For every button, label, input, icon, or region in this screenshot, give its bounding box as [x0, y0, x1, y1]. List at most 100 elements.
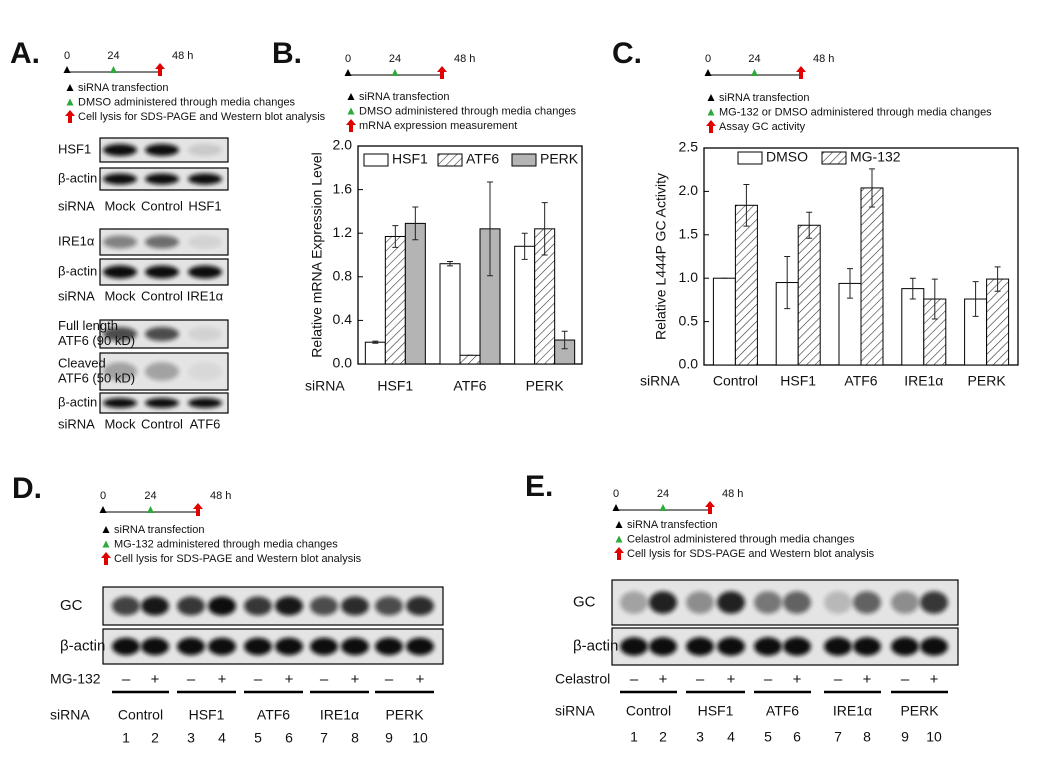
y-tick-label: 2.0 — [679, 182, 699, 198]
error-bar — [743, 183, 750, 227]
blot-label: ATF6 (50 kD) — [58, 370, 135, 385]
marker — [705, 501, 715, 514]
blot-label: GC — [60, 597, 83, 614]
band — [103, 265, 137, 279]
step-text: siRNA transfection — [627, 519, 717, 531]
timeline-label: 0 — [613, 488, 619, 500]
sirna-label: siRNA — [58, 416, 95, 431]
y-tick-label: 1.2 — [333, 224, 353, 240]
error-bar — [994, 266, 1001, 292]
bar — [860, 187, 884, 366]
blot-label: Full length — [58, 318, 118, 333]
band — [145, 144, 179, 156]
y-tick-label: 2.5 — [679, 139, 699, 155]
error-bar — [561, 330, 568, 350]
blot-label: β-actin — [573, 637, 618, 654]
band — [103, 327, 137, 341]
marker — [66, 84, 74, 91]
marker — [437, 66, 447, 79]
band — [145, 362, 179, 381]
band — [783, 591, 811, 614]
band — [208, 596, 236, 616]
marker — [102, 526, 110, 533]
marker — [147, 506, 154, 513]
band — [188, 398, 222, 408]
lane-number: 7 — [320, 730, 328, 746]
treatment-sign: – — [834, 671, 843, 688]
lane-number: 1 — [630, 729, 638, 745]
lane-number: 3 — [187, 730, 195, 746]
lane-label: Mock — [104, 198, 136, 213]
band — [177, 596, 205, 616]
step-text: Assay GC activity — [719, 121, 806, 133]
error-bar — [412, 206, 419, 241]
lane-label: Control — [141, 288, 183, 303]
marker — [347, 93, 355, 100]
lane-number: 5 — [764, 729, 772, 745]
band — [649, 637, 677, 656]
y-tick-label: 0.0 — [333, 355, 353, 371]
step-text: mRNA expression measurement — [359, 120, 517, 132]
timeline-label: 48 h — [813, 53, 834, 65]
group-label: ATF6 — [257, 707, 290, 723]
marker — [110, 66, 117, 73]
timeline-label: 48 h — [722, 488, 743, 500]
step-text: Cell lysis for SDS-PAGE and Western blot… — [78, 111, 326, 123]
timeline-label: 24 — [389, 53, 401, 65]
step-text: Celastrol administered through media cha… — [627, 533, 855, 545]
band — [375, 637, 403, 656]
lane-number: 4 — [218, 730, 226, 746]
group-label: HSF1 — [189, 707, 225, 723]
error-bar — [931, 278, 938, 320]
lane-number: 3 — [696, 729, 704, 745]
treatment-sign: + — [151, 671, 160, 688]
band — [824, 637, 852, 656]
band — [783, 637, 811, 656]
treatment-sign: – — [254, 671, 263, 688]
band — [112, 596, 140, 616]
lane-label: Mock — [104, 288, 136, 303]
blot-label: HSF1 — [58, 141, 91, 156]
bar — [404, 222, 426, 365]
error-bar — [447, 261, 453, 267]
group-label: Control — [626, 703, 671, 719]
marker — [391, 69, 399, 76]
panel-letter: C. — [612, 37, 642, 70]
band — [145, 235, 179, 249]
band — [145, 265, 179, 279]
timeline-label: 24 — [144, 490, 156, 502]
band — [649, 591, 677, 614]
treatment-sign: + — [351, 671, 360, 688]
marker — [659, 504, 667, 511]
y-tick-label: 0.0 — [679, 356, 699, 372]
lane-label: Control — [141, 416, 183, 431]
legend-label: ATF6 — [466, 151, 499, 167]
panel-letter: B. — [272, 37, 302, 70]
y-tick-label: 0.4 — [333, 311, 353, 327]
band — [754, 637, 782, 656]
x-tick-label: HSF1 — [377, 378, 413, 394]
y-tick-label: 0.8 — [333, 268, 353, 284]
band — [275, 596, 303, 616]
band — [188, 235, 222, 249]
legend-swatch — [737, 151, 763, 165]
step-text: MG-132 administered through media change… — [114, 538, 338, 550]
legend-label: DMSO — [766, 149, 808, 165]
legend-swatch — [437, 153, 463, 167]
x-tick-label: PERK — [968, 373, 1007, 389]
y-tick-label: 1.5 — [679, 226, 699, 242]
band — [920, 637, 948, 656]
sirna-label: siRNA — [50, 707, 90, 723]
treatment-sign: – — [696, 671, 705, 688]
treatment-sign: + — [930, 671, 939, 688]
bar — [439, 263, 461, 365]
band — [406, 637, 434, 656]
lane-label: IRE1α — [187, 288, 224, 303]
timeline-label: 48 h — [210, 490, 231, 502]
treatment-sign: + — [727, 671, 736, 688]
band — [103, 362, 137, 381]
bar — [901, 288, 925, 366]
band — [112, 637, 140, 656]
bar — [384, 235, 406, 365]
band — [141, 637, 169, 656]
